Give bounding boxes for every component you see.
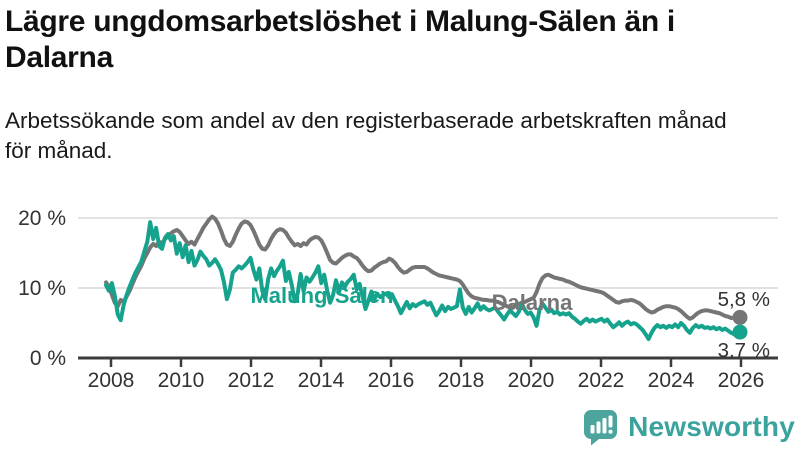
logo-bar-3 <box>602 418 607 434</box>
chart-series-lines <box>104 214 748 342</box>
page-title-line-1: Lägre ungdomsarbetslöshet i Malung-Sälen… <box>5 5 675 38</box>
series-label-dalarna: Dalarna <box>492 290 573 315</box>
svg-text:2018: 2018 <box>438 369 485 392</box>
logo-exclamation-dot <box>608 429 613 434</box>
newsworthy-logo: Newsworthy <box>582 407 795 447</box>
svg-text:2026: 2026 <box>718 369 765 392</box>
svg-text:2010: 2010 <box>158 369 205 392</box>
chart-gridlines <box>78 217 778 289</box>
unemployment-line-chart: 0 % 10 % 20 % 2008 2010 2012 2014 2016 2018 2020 2… <box>18 207 778 392</box>
page-title: Lägre ungdomsarbetslöshet i Malung-Sälen… <box>5 4 795 76</box>
page-subtitle-line-2: för månad. <box>5 137 113 163</box>
page-subtitle: Arbetssökande som andel av den registerb… <box>5 106 795 165</box>
svg-text:10 %: 10 % <box>18 277 66 300</box>
svg-text:2012: 2012 <box>228 369 275 392</box>
svg-text:2014: 2014 <box>298 369 345 392</box>
svg-text:2022: 2022 <box>578 369 625 392</box>
svg-text:2008: 2008 <box>88 369 135 392</box>
newsworthy-wordmark: Newsworthy <box>628 411 795 442</box>
svg-text:0 %: 0 % <box>30 347 66 370</box>
logo-bar-2 <box>596 421 601 434</box>
chart-axes: 0 % 10 % 20 % 2008 2010 2012 2014 2016 2018 2020 2… <box>18 207 778 392</box>
end-value-malung-salen: 3,7 % <box>718 339 770 362</box>
logo-bubble-tail <box>591 437 602 446</box>
logo-exclamation-bar <box>608 415 613 428</box>
end-value-dalarna: 5,8 % <box>718 288 770 311</box>
series-label-malung-salen: Malung-Sälen <box>250 283 393 308</box>
svg-text:20 %: 20 % <box>18 207 66 230</box>
newsworthy-bubble-chart-icon <box>584 410 618 446</box>
page-subtitle-line-1: Arbetssökande som andel av den registerb… <box>5 108 727 133</box>
logo-bar-1 <box>590 425 595 434</box>
svg-text:2020: 2020 <box>508 369 555 392</box>
svg-text:2024: 2024 <box>648 369 695 392</box>
page-title-line-2: Dalarna <box>5 41 113 74</box>
svg-text:2016: 2016 <box>368 369 415 392</box>
